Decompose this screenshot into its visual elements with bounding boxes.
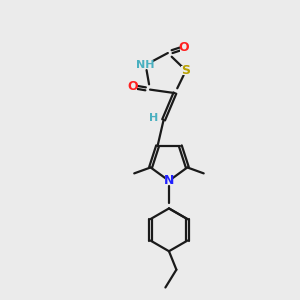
FancyBboxPatch shape <box>150 115 158 122</box>
FancyBboxPatch shape <box>180 44 189 52</box>
Text: O: O <box>179 41 190 54</box>
Text: NH: NH <box>136 60 155 70</box>
Text: S: S <box>182 64 190 77</box>
Text: O: O <box>128 80 138 93</box>
FancyBboxPatch shape <box>181 66 191 75</box>
Text: N: N <box>164 174 174 187</box>
Text: H: H <box>149 113 159 123</box>
FancyBboxPatch shape <box>138 60 153 69</box>
FancyBboxPatch shape <box>128 82 137 91</box>
FancyBboxPatch shape <box>165 177 173 185</box>
